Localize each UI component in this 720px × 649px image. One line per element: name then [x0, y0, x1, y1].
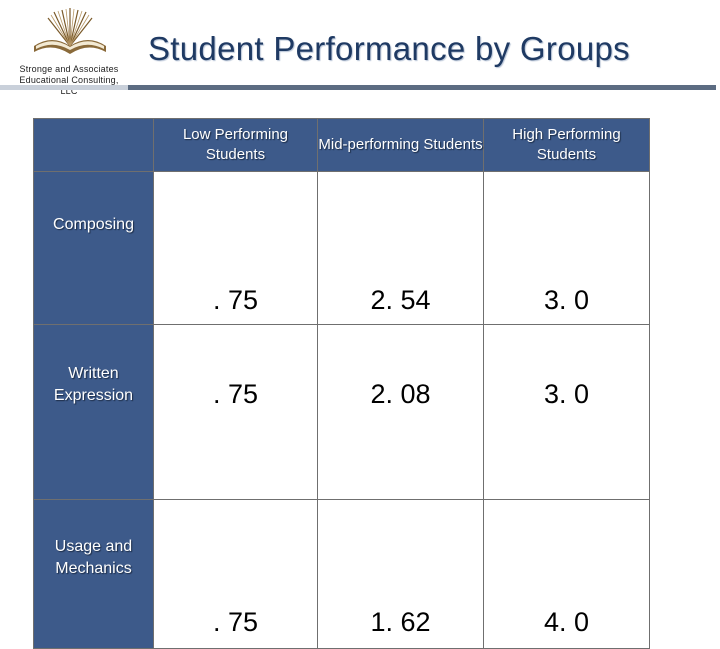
cell-usage-high: 4. 0: [483, 499, 650, 649]
title-divider: [0, 85, 716, 90]
table-row: Composing . 75 2. 54 3. 0: [33, 171, 650, 325]
cell-usage-low: . 75: [153, 499, 318, 649]
logo-line-1: Stronge and Associates: [19, 64, 119, 74]
table-header-row: Low Performing Students Mid-performing S…: [33, 118, 650, 172]
open-book-icon: [34, 8, 106, 54]
page-title: Student Performance by Groups: [148, 30, 630, 67]
column-header-mid: Mid-performing Students: [317, 118, 484, 172]
row-header-usage-mechanics: Usage and Mechanics: [33, 499, 154, 649]
logo-line-3: LLC: [60, 86, 78, 96]
table-corner-cell: [33, 118, 154, 172]
column-header-high: High Performing Students: [483, 118, 650, 172]
cell-composing-low: . 75: [153, 171, 318, 325]
cell-written-high: 3. 0: [483, 324, 650, 500]
table-row: Usage and Mechanics . 75 1. 62 4. 0: [33, 499, 650, 649]
cell-written-mid: 2. 08: [317, 324, 484, 500]
cell-composing-mid: 2. 54: [317, 171, 484, 325]
table-row: Written Expression . 75 2. 08 3. 0: [33, 324, 650, 500]
cell-usage-mid: 1. 62: [317, 499, 484, 649]
row-header-composing: Composing: [33, 171, 154, 325]
company-logo: Stronge and Associates Educational Consu…: [6, 6, 132, 98]
column-header-low: Low Performing Students: [153, 118, 318, 172]
title-divider-accent: [0, 85, 128, 90]
performance-table: Low Performing Students Mid-performing S…: [33, 118, 650, 649]
row-header-written-expression: Written Expression: [33, 324, 154, 500]
cell-written-low: . 75: [153, 324, 318, 500]
logo-line-2: Educational Consulting,: [19, 75, 119, 85]
cell-composing-high: 3. 0: [483, 171, 650, 325]
